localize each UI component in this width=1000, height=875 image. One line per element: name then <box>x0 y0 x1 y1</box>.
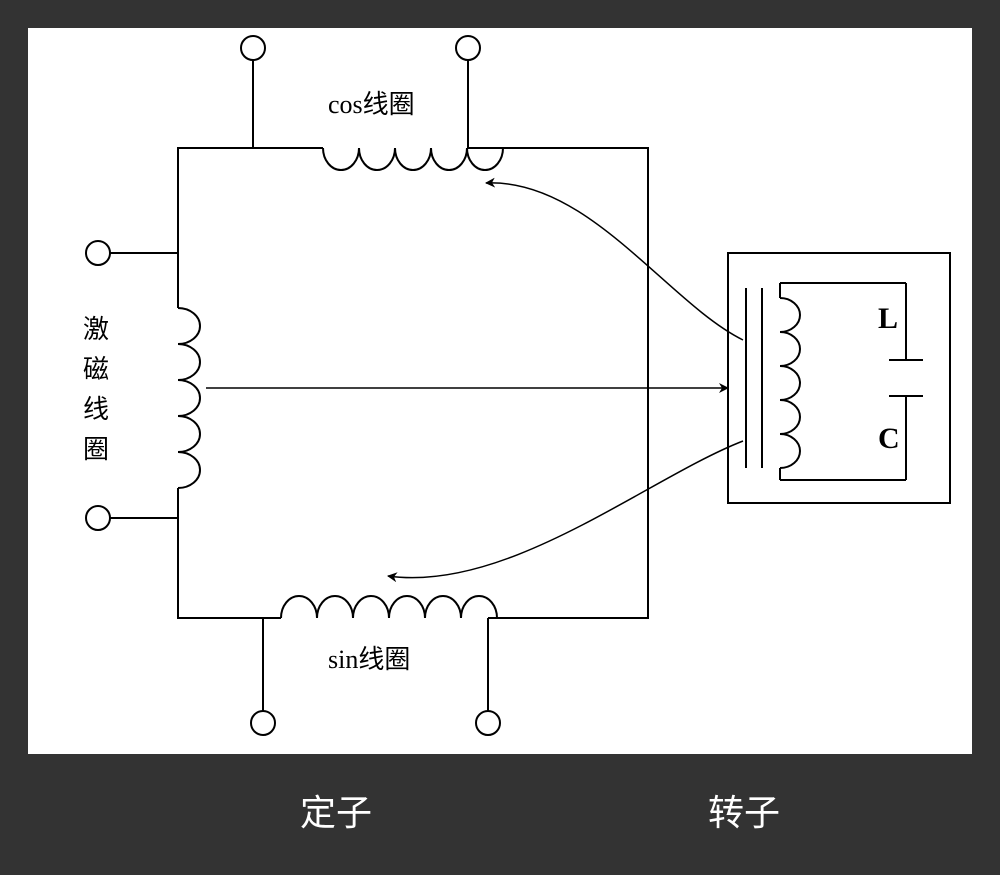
diagram-panel: cos线圈 sin线圈 <box>28 28 972 754</box>
arrow-to-sin <box>388 441 743 578</box>
sin-terminal-1 <box>251 711 275 735</box>
cos-coil-label: cos线圈 <box>328 90 415 119</box>
diagram-frame: cos线圈 sin线圈 <box>0 0 1000 875</box>
arrow-to-cos <box>486 183 743 340</box>
stator-label: 定子 <box>300 784 372 836</box>
stator-box <box>178 148 648 618</box>
exc-char-4: 圈 <box>83 435 109 464</box>
excitation-coil: 激 磁 线 圈 <box>83 241 200 530</box>
sin-terminal-2 <box>476 711 500 735</box>
exc-char-3: 线 <box>83 395 109 424</box>
rotor-label: 转子 <box>708 784 780 836</box>
exc-char-1: 激 <box>83 315 109 344</box>
exc-terminal-1 <box>86 241 110 265</box>
exc-terminal-2 <box>86 506 110 530</box>
cos-terminal-1 <box>241 36 265 60</box>
sin-coil-label: sin线圈 <box>328 645 410 674</box>
rotor-capacitor: C <box>878 360 923 455</box>
cos-coil: cos线圈 <box>241 36 503 170</box>
bottom-labels: 定子 转子 <box>28 770 972 850</box>
label-C: C <box>878 422 900 455</box>
cos-terminal-2 <box>456 36 480 60</box>
exc-char-2: 磁 <box>83 355 109 384</box>
sin-coil: sin线圈 <box>251 596 500 735</box>
label-L: L <box>878 302 898 335</box>
diagram-svg: cos线圈 sin线圈 <box>28 28 972 754</box>
